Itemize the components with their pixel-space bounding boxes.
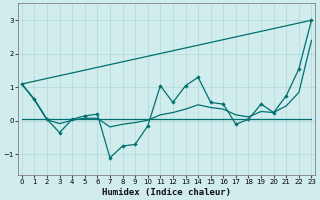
X-axis label: Humidex (Indice chaleur): Humidex (Indice chaleur) <box>102 188 231 197</box>
